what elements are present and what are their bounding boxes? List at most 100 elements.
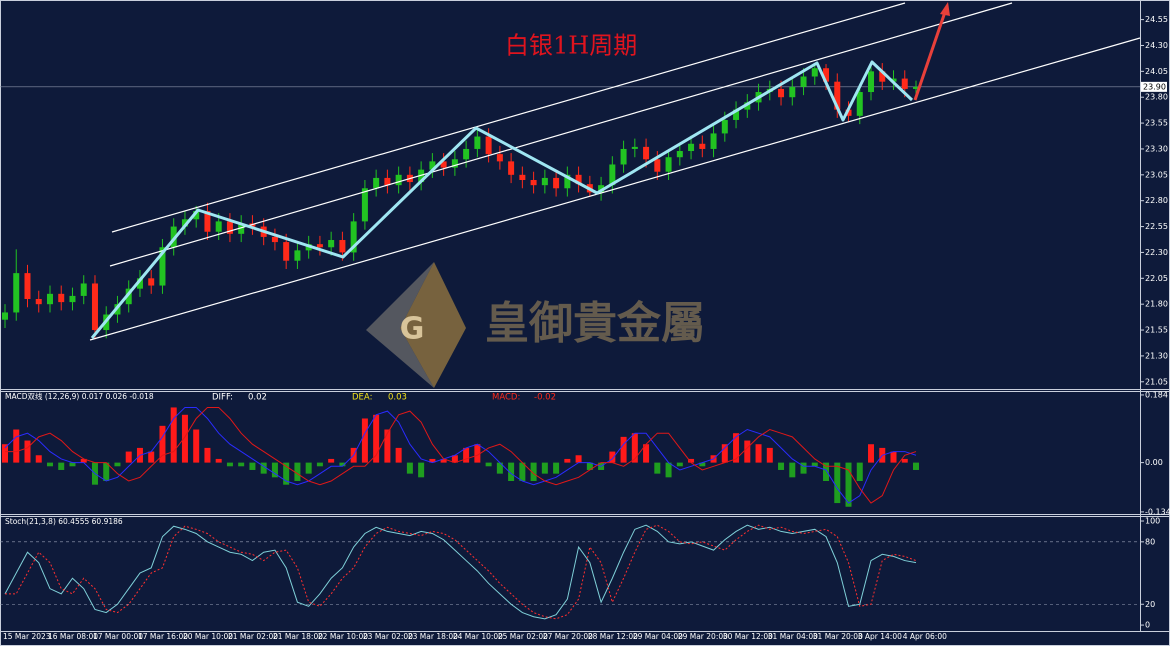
candle-body xyxy=(294,250,301,261)
x-tick-label: 3 Apr 14:00 xyxy=(858,632,902,641)
macd-bar xyxy=(181,414,188,463)
macd-bar xyxy=(699,462,706,467)
macd-bar xyxy=(778,462,785,470)
y-tick-label: 23.30 xyxy=(1145,144,1168,153)
macd-bar xyxy=(755,444,762,463)
candle-body xyxy=(519,174,526,180)
x-tick-label: 21 Mar 18:00 xyxy=(273,632,323,641)
x-tick-label: 20 Mar 10:00 xyxy=(183,632,233,641)
macd-bar xyxy=(575,455,582,463)
candle-body xyxy=(384,177,391,186)
macd-bar xyxy=(688,458,695,463)
macd-bar xyxy=(339,462,346,467)
candle-body xyxy=(823,68,830,82)
y-tick-label: 22.30 xyxy=(1145,248,1168,257)
candle-body xyxy=(238,223,245,234)
candle-body xyxy=(46,293,53,305)
x-tick-label: 29 Mar 04:00 xyxy=(633,632,683,641)
macd-bar xyxy=(530,462,537,482)
candle-body xyxy=(24,273,31,300)
macd-bar xyxy=(103,462,110,482)
macd-bar xyxy=(204,447,211,463)
macd-bar xyxy=(744,440,751,463)
macd-bar xyxy=(643,444,650,463)
y-tick-label: 21.30 xyxy=(1145,351,1168,360)
x-tick-label: 31 Mar 20:00 xyxy=(813,632,863,641)
candle-body xyxy=(204,211,211,232)
macd-bar xyxy=(395,447,402,463)
y-tick-label: 24.30 xyxy=(1145,41,1168,50)
candle-body xyxy=(553,177,560,189)
candle-body xyxy=(508,161,515,175)
candle-body xyxy=(226,221,233,234)
x-tick-label: 28 Mar 12:00 xyxy=(588,632,638,641)
macd-bar xyxy=(260,462,267,474)
candle-body xyxy=(631,146,638,149)
candle-body xyxy=(665,157,672,172)
macd-bar xyxy=(890,451,897,463)
macd-bar xyxy=(463,447,470,463)
x-tick-label: 23 Mar 02:00 xyxy=(363,632,413,641)
macd-bar xyxy=(834,462,841,504)
dea-label: DEA: xyxy=(352,393,372,403)
y-tick-label: 21.80 xyxy=(1145,300,1168,309)
chart-title: 白银1H周期 xyxy=(505,32,637,60)
y-tick-label: 23.80 xyxy=(1145,93,1168,102)
candle-body xyxy=(834,81,841,110)
macd-bar xyxy=(384,429,391,463)
candle-body xyxy=(845,109,852,116)
y-tick-label: 22.05 xyxy=(1145,274,1168,283)
x-tick-label: 15 Mar 2023 xyxy=(3,632,51,641)
x-tick-label: 4 Apr 06:00 xyxy=(903,632,947,641)
candle-body xyxy=(350,221,357,253)
macd-bar xyxy=(800,462,807,474)
macd-bar xyxy=(80,458,87,463)
candle-body xyxy=(643,146,650,160)
candle-body xyxy=(215,221,222,232)
watermark-text: 皇御貴金屬 xyxy=(485,298,705,349)
indicator-label: Stoch(21,3,8) 60.4555 60.9186 xyxy=(5,517,123,526)
candle-body xyxy=(721,119,728,134)
candle-body xyxy=(69,295,76,303)
diff-label: DIFF: xyxy=(212,393,233,403)
macd-bar xyxy=(654,462,661,474)
x-tick-label: 23 Mar 18:00 xyxy=(408,632,458,641)
candle-body xyxy=(91,283,98,331)
macd-bar xyxy=(440,458,447,463)
candle-body xyxy=(339,240,346,253)
y-tick-label: 22.55 xyxy=(1145,222,1168,231)
candle-body xyxy=(541,177,548,186)
candle-body xyxy=(2,312,8,320)
y-tick-label: 21.55 xyxy=(1145,326,1168,335)
macd-bar xyxy=(823,462,830,482)
candle-body xyxy=(451,159,458,168)
macd-bar xyxy=(283,462,290,485)
candle-body xyxy=(744,102,751,110)
y-tick-label: 21.05 xyxy=(1145,377,1168,386)
candle-body xyxy=(676,151,683,158)
candle-body xyxy=(913,86,919,89)
macd-bar xyxy=(125,451,132,463)
macd-line xyxy=(5,406,917,504)
watermark-logo: G xyxy=(366,262,466,388)
x-tick-label: 29 Mar 20:00 xyxy=(678,632,728,641)
candle-body xyxy=(440,161,447,168)
macd-bar xyxy=(170,407,177,463)
last-price-box xyxy=(1141,81,1167,92)
candle-body xyxy=(890,78,897,82)
x-tick-label: 16 Mar 08:00 xyxy=(48,632,98,641)
macd-bar xyxy=(226,462,233,467)
macd-bar xyxy=(586,462,593,470)
macd-bar xyxy=(361,418,368,463)
x-tick-label: 24 Mar 10:00 xyxy=(453,632,503,641)
candle-body xyxy=(80,283,87,296)
macd-bar xyxy=(496,462,503,474)
candle-body xyxy=(136,278,143,289)
macd-bar xyxy=(316,462,323,467)
macd-bar xyxy=(373,414,380,463)
x-tick-label: 30 Mar 12:00 xyxy=(723,632,773,641)
y-tick-label: 0 xyxy=(1145,621,1150,630)
macd-bar xyxy=(631,433,638,463)
macd-bar xyxy=(58,462,65,470)
candle-body xyxy=(125,288,132,305)
